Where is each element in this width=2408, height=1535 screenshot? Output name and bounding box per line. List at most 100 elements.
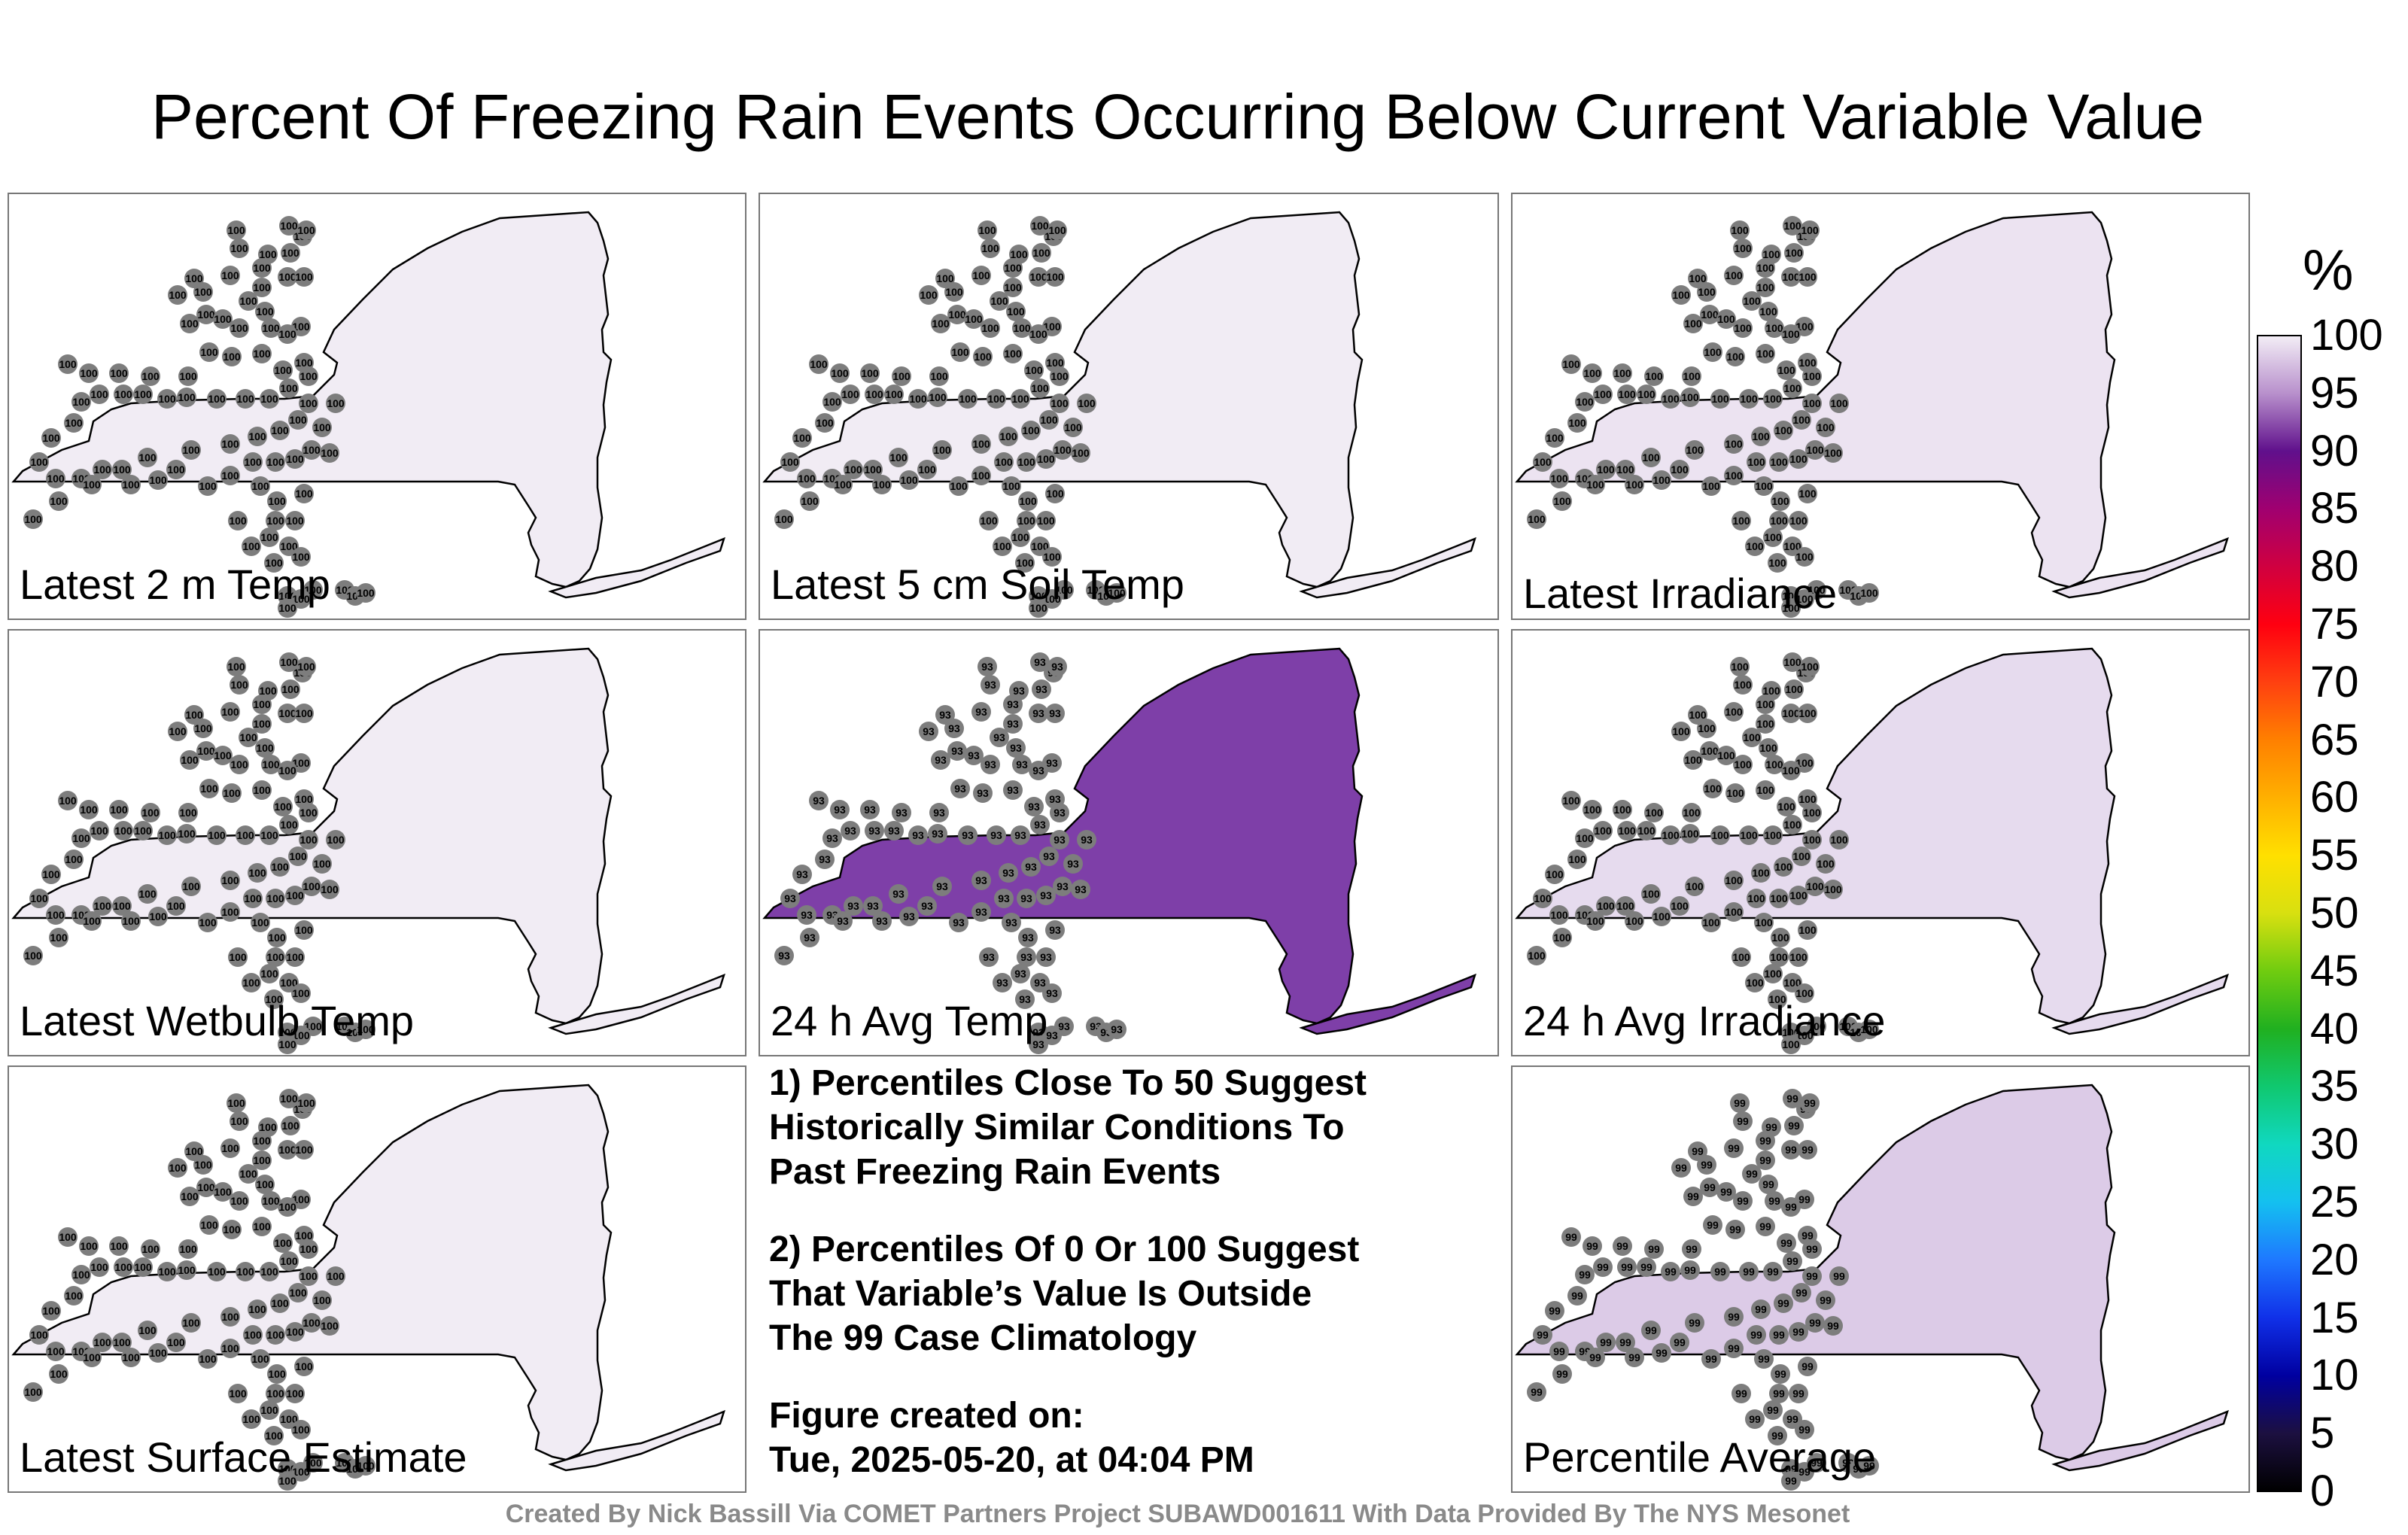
- station-value: 93: [892, 888, 905, 900]
- station-marker: [1567, 1286, 1587, 1306]
- station-value: 100: [873, 479, 891, 491]
- station-value: 100: [920, 289, 938, 301]
- station-marker: [908, 389, 928, 409]
- panel-label: Percentile Average: [1523, 1433, 1877, 1481]
- station-marker: [141, 366, 160, 386]
- station-value: 100: [1774, 861, 1792, 873]
- station-value: 100: [1782, 271, 1800, 283]
- station-value: 93: [1007, 718, 1019, 730]
- station-value: 100: [278, 602, 296, 614]
- station-marker: [1017, 452, 1036, 472]
- station-value: 100: [321, 447, 339, 459]
- station-marker: [1045, 704, 1065, 723]
- station-value: 93: [868, 825, 880, 837]
- station-marker: [236, 825, 255, 845]
- colorbar: [2257, 335, 2302, 1492]
- station-value: 93: [1010, 742, 1022, 754]
- station-marker: [1771, 1364, 1790, 1384]
- station-value: 100: [1550, 909, 1568, 921]
- station-value: 100: [72, 396, 90, 408]
- station-marker: [1805, 440, 1825, 460]
- station-marker: [266, 1384, 285, 1403]
- station-value: 100: [834, 479, 852, 491]
- station-value: 100: [297, 224, 315, 236]
- station-marker: [1661, 825, 1680, 845]
- station-value: 100: [221, 874, 239, 886]
- station-value: 100: [179, 370, 197, 382]
- station-value: 100: [194, 1159, 212, 1171]
- station-value: 100: [292, 321, 310, 333]
- station-value: 100: [185, 272, 203, 284]
- station-value: 93: [1046, 987, 1058, 999]
- station-marker: [1802, 803, 1822, 822]
- station-marker: [1024, 797, 1044, 816]
- station-marker: [774, 946, 794, 965]
- station-value: 99: [1616, 1240, 1628, 1252]
- long-island-outline: [548, 973, 725, 1035]
- station-value: 100: [965, 313, 983, 325]
- station-value: 99: [1750, 1329, 1762, 1341]
- station-marker: [973, 783, 993, 803]
- station-value: 93: [998, 892, 1010, 904]
- station-value: 100: [1806, 880, 1824, 892]
- station-value: 99: [1743, 1266, 1755, 1278]
- station-value: 100: [200, 783, 218, 795]
- station-marker: [1006, 302, 1026, 321]
- station-marker: [41, 865, 61, 884]
- station-value: 100: [1770, 951, 1788, 963]
- station-marker: [1583, 1236, 1602, 1256]
- station-marker: [1533, 452, 1552, 472]
- station-marker: [892, 803, 911, 822]
- station-marker: [320, 1316, 339, 1336]
- station-marker: [1859, 1456, 1879, 1476]
- station-marker: [1015, 989, 1035, 1009]
- station-value: 100: [1756, 718, 1774, 730]
- station-value: 100: [1801, 224, 1819, 236]
- station-marker: [1697, 282, 1716, 302]
- station-marker: [1742, 291, 1762, 311]
- station-marker: [148, 907, 168, 926]
- station-marker: [1552, 491, 1572, 511]
- station-value: 100: [1013, 322, 1031, 334]
- station-value: 100: [357, 587, 375, 599]
- station-marker: [23, 1382, 43, 1402]
- station-marker: [1789, 1322, 1808, 1342]
- panel-label: Latest Surface Estimate: [20, 1433, 467, 1481]
- station-marker: [1077, 830, 1096, 850]
- station-value: 100: [1764, 968, 1782, 980]
- station-value: 100: [1046, 357, 1064, 369]
- station-value: 100: [278, 328, 296, 340]
- station-marker: [260, 527, 279, 547]
- station-value: 100: [1782, 764, 1800, 777]
- station-marker: [830, 800, 850, 819]
- station-value: 100: [200, 1219, 218, 1231]
- station-value: 100: [221, 1311, 239, 1323]
- station-value: 93: [1054, 807, 1066, 819]
- station-value: 99: [1833, 1270, 1845, 1282]
- station-value: 100: [1782, 707, 1800, 719]
- colorbar-tick-label: 45: [2310, 946, 2359, 995]
- station-marker: [1050, 394, 1069, 413]
- station-value: 100: [169, 1162, 187, 1174]
- station-marker: [255, 302, 275, 321]
- station-value: 100: [253, 348, 271, 360]
- station-marker: [288, 847, 308, 866]
- station-value: 100: [266, 1329, 284, 1341]
- station-value: 100: [251, 916, 269, 929]
- station-value: 100: [1050, 397, 1069, 409]
- colorbar-tick-label: 0: [2310, 1467, 2335, 1515]
- station-value: 100: [149, 1347, 167, 1359]
- station-value: 100: [1717, 313, 1735, 325]
- station-marker: [1701, 1349, 1721, 1369]
- station-value: 100: [158, 829, 176, 841]
- station-marker: [1783, 1251, 1802, 1271]
- station-marker: [1765, 318, 1784, 338]
- station-value: 100: [259, 1121, 277, 1133]
- station-marker: [860, 800, 880, 819]
- station-value: 100: [274, 364, 292, 376]
- station-marker: [180, 314, 199, 333]
- station-marker: [1802, 366, 1822, 386]
- station-marker: [1644, 1239, 1664, 1259]
- station-value: 99: [1804, 1097, 1816, 1109]
- station-marker: [964, 746, 984, 765]
